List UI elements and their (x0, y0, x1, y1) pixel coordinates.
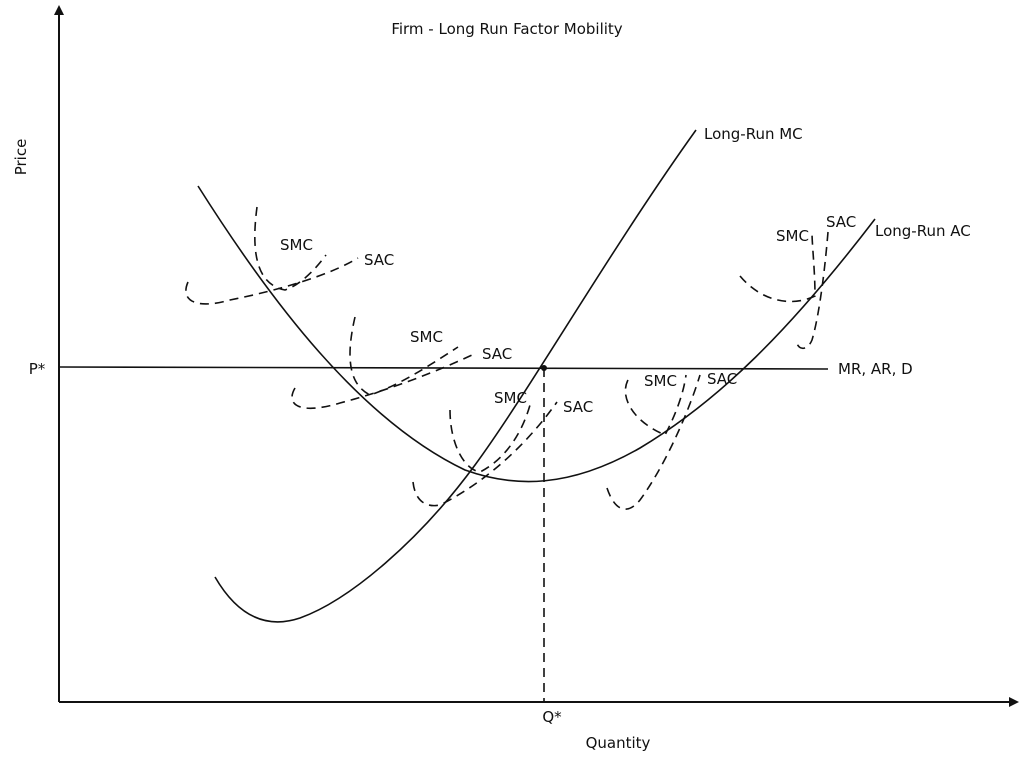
smc-label-5: SMC (776, 227, 809, 245)
sac-label-1: SAC (364, 251, 394, 269)
long-run-mc-curve (214, 129, 697, 623)
x-axis-label: Quantity (586, 734, 651, 752)
sac-label-5: SAC (826, 213, 856, 231)
q-star-label: Q* (542, 708, 562, 726)
sac-curve-1 (185, 257, 359, 305)
smc-curve-4 (624, 374, 687, 437)
smc-curve-1 (254, 206, 327, 291)
equilibrium-point (541, 365, 547, 371)
sac-curve-3 (412, 401, 558, 507)
y-axis-label: Price (12, 139, 30, 176)
smc-curve-3 (449, 404, 531, 473)
smc-curve-5 (739, 231, 816, 303)
smc-label-3: SMC (494, 389, 527, 407)
smc-label-2: SMC (410, 328, 443, 346)
p-star-label: P* (29, 360, 46, 378)
sac-label-4: SAC (707, 370, 737, 388)
diagram-title: Firm - Long Run Factor Mobility (391, 20, 622, 38)
sac-label-3: SAC (563, 398, 593, 416)
sac-label-2: SAC (482, 345, 512, 363)
sac-curve-5 (795, 231, 829, 350)
long-run-mc-label: Long-Run MC (704, 125, 803, 143)
smc-curve-2 (349, 316, 459, 396)
mr-ar-d-label: MR, AR, D (838, 360, 913, 378)
sac-curve-2 (291, 354, 473, 410)
long-run-ac-label: Long-Run AC (875, 222, 971, 240)
long-run-ac-curve (197, 185, 876, 483)
smc-label-1: SMC (280, 236, 313, 254)
sac-curve-4 (606, 374, 701, 510)
smc-label-4: SMC (644, 372, 677, 390)
